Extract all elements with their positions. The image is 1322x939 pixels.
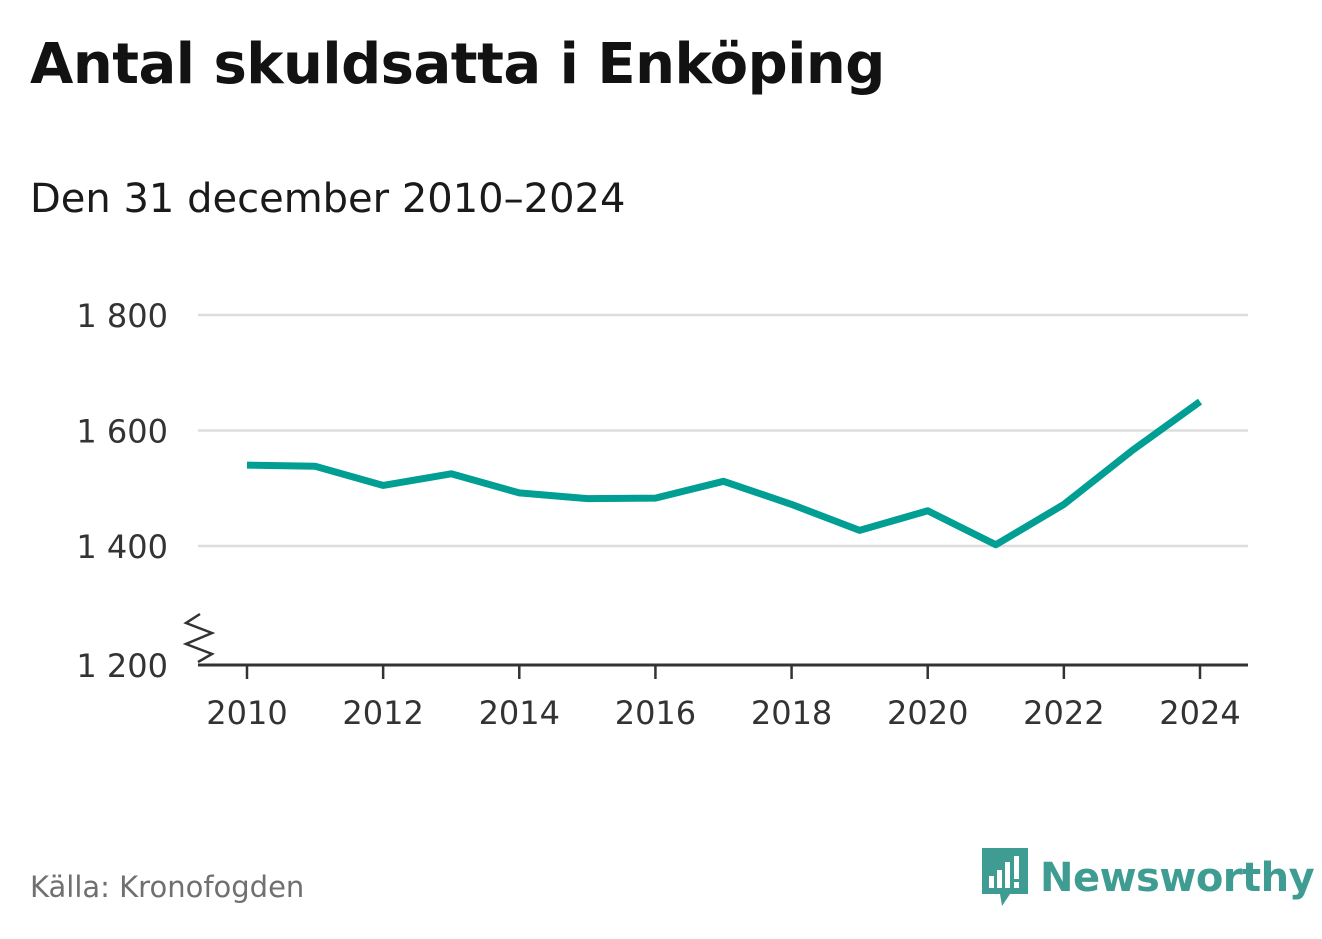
- source-note: Källa: Kronofogden: [30, 870, 305, 904]
- x-tick-label-2022: 2022: [1023, 694, 1104, 732]
- newsworthy-logo-icon: [982, 848, 1028, 906]
- y-tick-label-1600: 1 600: [76, 413, 168, 451]
- chart-title: Antal skuldsatta i Enköping: [30, 32, 885, 97]
- y-tick-label-1200: 1 200: [76, 647, 168, 685]
- y-axis-ticks: 1 200 1 400 1 600 1 800: [76, 297, 168, 685]
- x-tick-label-2012: 2012: [342, 694, 423, 732]
- x-tick-label-2014: 2014: [479, 694, 560, 732]
- gridlines: [198, 313, 1248, 548]
- axis-break-zigzag: [182, 612, 216, 664]
- x-tick-label-2024: 2024: [1159, 694, 1240, 732]
- series-line-0: [246, 398, 1203, 549]
- y-tick-label-1800: 1 800: [76, 297, 168, 335]
- chart-subtitle: Den 31 december 2010–2024: [30, 176, 626, 222]
- x-tick-label-2016: 2016: [615, 694, 696, 732]
- brand-name: Newsworthy: [1040, 855, 1315, 901]
- x-axis-ticks: 2010 2012 2014 2016 2018 2020 2022 2024: [206, 665, 1241, 732]
- x-tick-label-2010: 2010: [206, 694, 287, 732]
- axis-break-icon: [182, 612, 216, 664]
- y-tick-label-1400: 1 400: [76, 528, 168, 566]
- x-tick-label-2020: 2020: [887, 694, 968, 732]
- brand-logo: Newsworthy: [980, 846, 1315, 910]
- x-tick-label-2018: 2018: [751, 694, 832, 732]
- series-group: [246, 398, 1203, 549]
